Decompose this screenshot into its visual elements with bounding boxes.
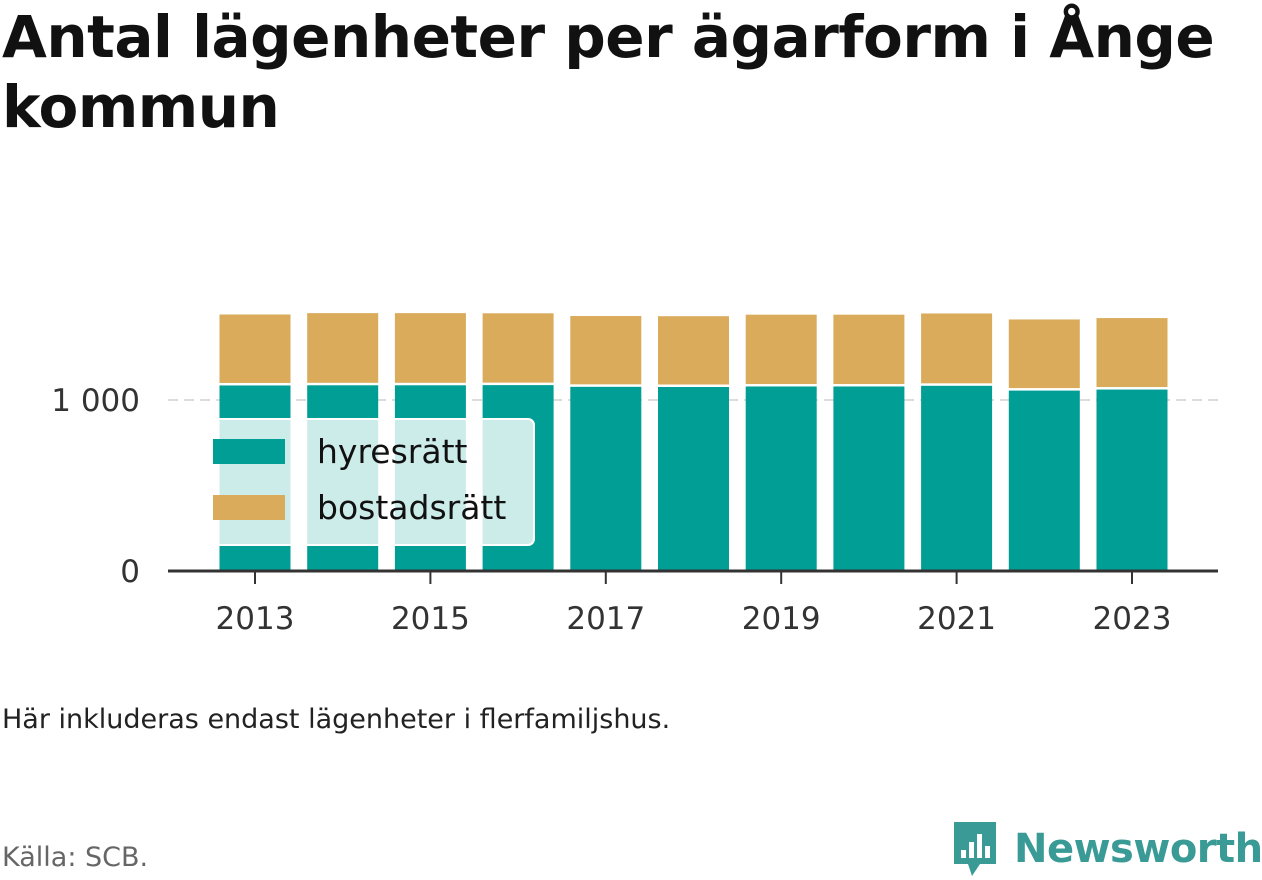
bar-bostadsrätt-2020 xyxy=(833,314,905,384)
x-tick-label: 2017 xyxy=(566,601,645,637)
y-tick-label: 0 xyxy=(120,554,140,590)
newsworthy-logo-text: Newsworthy xyxy=(1014,826,1262,872)
bar-hyresrätt-2021 xyxy=(921,385,993,571)
y-tick-label: 1 000 xyxy=(51,383,140,419)
x-tick-label: 2021 xyxy=(917,601,996,637)
bar-hyresrätt-2018 xyxy=(658,387,729,571)
bar-bostadsrätt-2023 xyxy=(1096,318,1168,388)
bar-bostadsrätt-2017 xyxy=(570,316,642,385)
newsworthy-logo-icon xyxy=(954,822,996,876)
bar-hyresrätt-2019 xyxy=(745,386,817,571)
legend-label-hyresrätt: hyresrätt xyxy=(317,432,468,471)
legend-swatch-hyresrätt xyxy=(213,439,285,464)
legend-label-bostadsrätt: bostadsrätt xyxy=(317,488,506,527)
x-tick-label: 2015 xyxy=(391,601,470,637)
legend: hyresrätt bostadsrätt xyxy=(196,418,535,546)
source-text: Källa: SCB. xyxy=(2,842,149,873)
bar-hyresrätt-2022 xyxy=(1008,390,1080,571)
bar-bostadsrätt-2022 xyxy=(1008,319,1080,389)
bar-bostadsrätt-2015 xyxy=(394,313,466,383)
chart-note: Här inkluderas endast lägenheter i flerf… xyxy=(2,704,671,735)
bar-hyresrätt-2023 xyxy=(1096,389,1168,571)
x-tick-label: 2023 xyxy=(1093,601,1172,637)
x-tick-label: 2013 xyxy=(216,601,295,637)
legend-swatch-bostadsrätt xyxy=(213,495,285,520)
axes: 0 1 000 2013 2015 2017 2019 2021 2023 xyxy=(51,383,1218,637)
x-tick-label: 2019 xyxy=(742,601,821,637)
bar-bostadsrätt-2014 xyxy=(307,313,379,383)
bar-bostadsrätt-2019 xyxy=(745,314,817,384)
bar-hyresrätt-2020 xyxy=(833,386,905,571)
stacked-bar-chart: 0 1 000 2013 2015 2017 2019 2021 2023 hyresrätt… xyxy=(51,313,1218,637)
bar-hyresrätt-2017 xyxy=(570,386,642,571)
bar-bostadsrätt-2013 xyxy=(219,314,291,383)
bar-bostadsrätt-2021 xyxy=(921,313,993,384)
newsworthy-logo[interactable]: Newsworthy xyxy=(950,818,1262,880)
bar-bostadsrätt-2018 xyxy=(658,316,729,385)
bar-bostadsrätt-2016 xyxy=(482,313,554,383)
chart-title: Antal lägenheter per ägarform i Ånge kom… xyxy=(2,3,1215,141)
